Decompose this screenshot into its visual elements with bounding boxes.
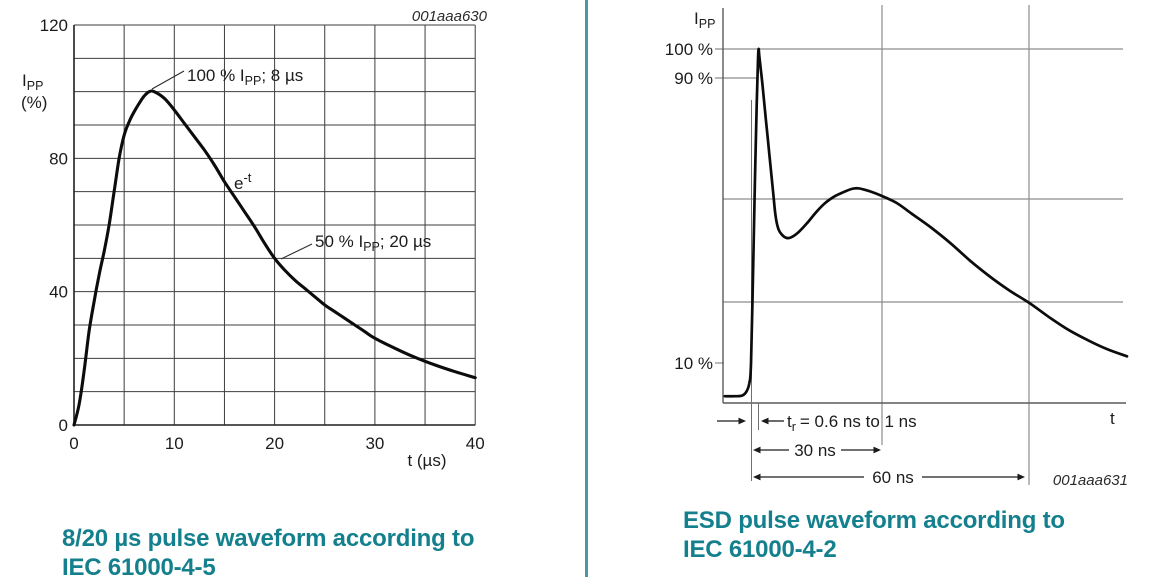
esd-tick-10: 10 % <box>674 354 713 373</box>
30ns-arrow-right-head-icon <box>873 446 881 454</box>
esd-x-axis-title: t <box>1110 409 1115 428</box>
rise-time-annotation: tr = 0.6 ns to 1 ns <box>787 412 917 434</box>
half-value-annotation: 50 % IPP; 20 µs <box>315 232 431 254</box>
surge-y-axis-title: IPP <box>22 71 43 93</box>
surge-x-tick-label: 30 <box>365 434 384 453</box>
caption-line-1: ESD pulse waveform according to <box>683 507 1065 534</box>
surge-y-tick-labels: 0 40 80 120 <box>40 16 68 435</box>
60ns-annotation: 60 ns <box>872 468 914 487</box>
60ns-arrow-left-head-icon <box>753 473 761 481</box>
surge-x-tick-labels: 0 10 20 30 40 <box>69 434 484 453</box>
peak-annotation-leader-line <box>151 70 185 90</box>
60ns-arrow-right-head-icon <box>1017 473 1025 481</box>
surge-x-tick-label: 40 <box>466 434 485 453</box>
surge-y-tick-label: 80 <box>49 149 68 168</box>
surge-chart-caption: 8/20 µs pulse waveform according to IEC … <box>62 524 475 577</box>
surge-y-tick-label: 0 <box>59 416 68 435</box>
30ns-annotation: 30 ns <box>794 441 836 460</box>
tr-arrow-left-head-icon <box>761 417 769 425</box>
surge-x-tick-label: 0 <box>69 434 78 453</box>
esd-tick-90: 90 % <box>674 69 713 88</box>
exp-decay-annotation: e-t <box>234 170 252 193</box>
caption-line-2: IEC 61000-4-5 <box>62 554 216 577</box>
surge-x-axis-title: t (µs) <box>407 451 446 470</box>
caption-line-1: 8/20 µs pulse waveform according to <box>62 525 475 552</box>
surge-y-axis-unit: (%) <box>21 93 47 112</box>
tr-arrow-right-head-icon <box>738 417 746 425</box>
surge-y-tick-label: 40 <box>49 283 68 302</box>
half-annotation-leader-line <box>280 243 313 260</box>
surge-gridlines <box>73 24 476 426</box>
esd-figure-id: 001aaa631 <box>1053 472 1128 489</box>
esd-chart: tr = 0.6 ns to 1 ns 30 ns 60 ns IPP 100 %… <box>665 5 1129 489</box>
surge-x-tick-label: 10 <box>165 434 184 453</box>
esd-chart-caption: ESD pulse waveform according to IEC 6100… <box>683 506 1065 564</box>
panel-divider <box>585 0 588 577</box>
peak-annotation: 100 % IPP; 8 µs <box>187 66 303 88</box>
caption-line-2: IEC 61000-4-2 <box>683 536 837 563</box>
esd-tick-100: 100 % <box>665 40 713 59</box>
30ns-arrow-left-head-icon <box>753 446 761 454</box>
surge-figure-id: 001aaa630 <box>412 8 488 25</box>
surge-x-tick-label: 20 <box>265 434 284 453</box>
surge-curve <box>72 89 477 427</box>
surge-chart: 0 10 20 30 40 0 40 80 120 IPP (%) t (µs) 001aaa… <box>21 8 488 470</box>
surge-y-tick-label: 120 <box>40 16 68 35</box>
esd-y-axis-title: IPP <box>694 9 715 31</box>
esd-curve <box>723 47 1129 398</box>
